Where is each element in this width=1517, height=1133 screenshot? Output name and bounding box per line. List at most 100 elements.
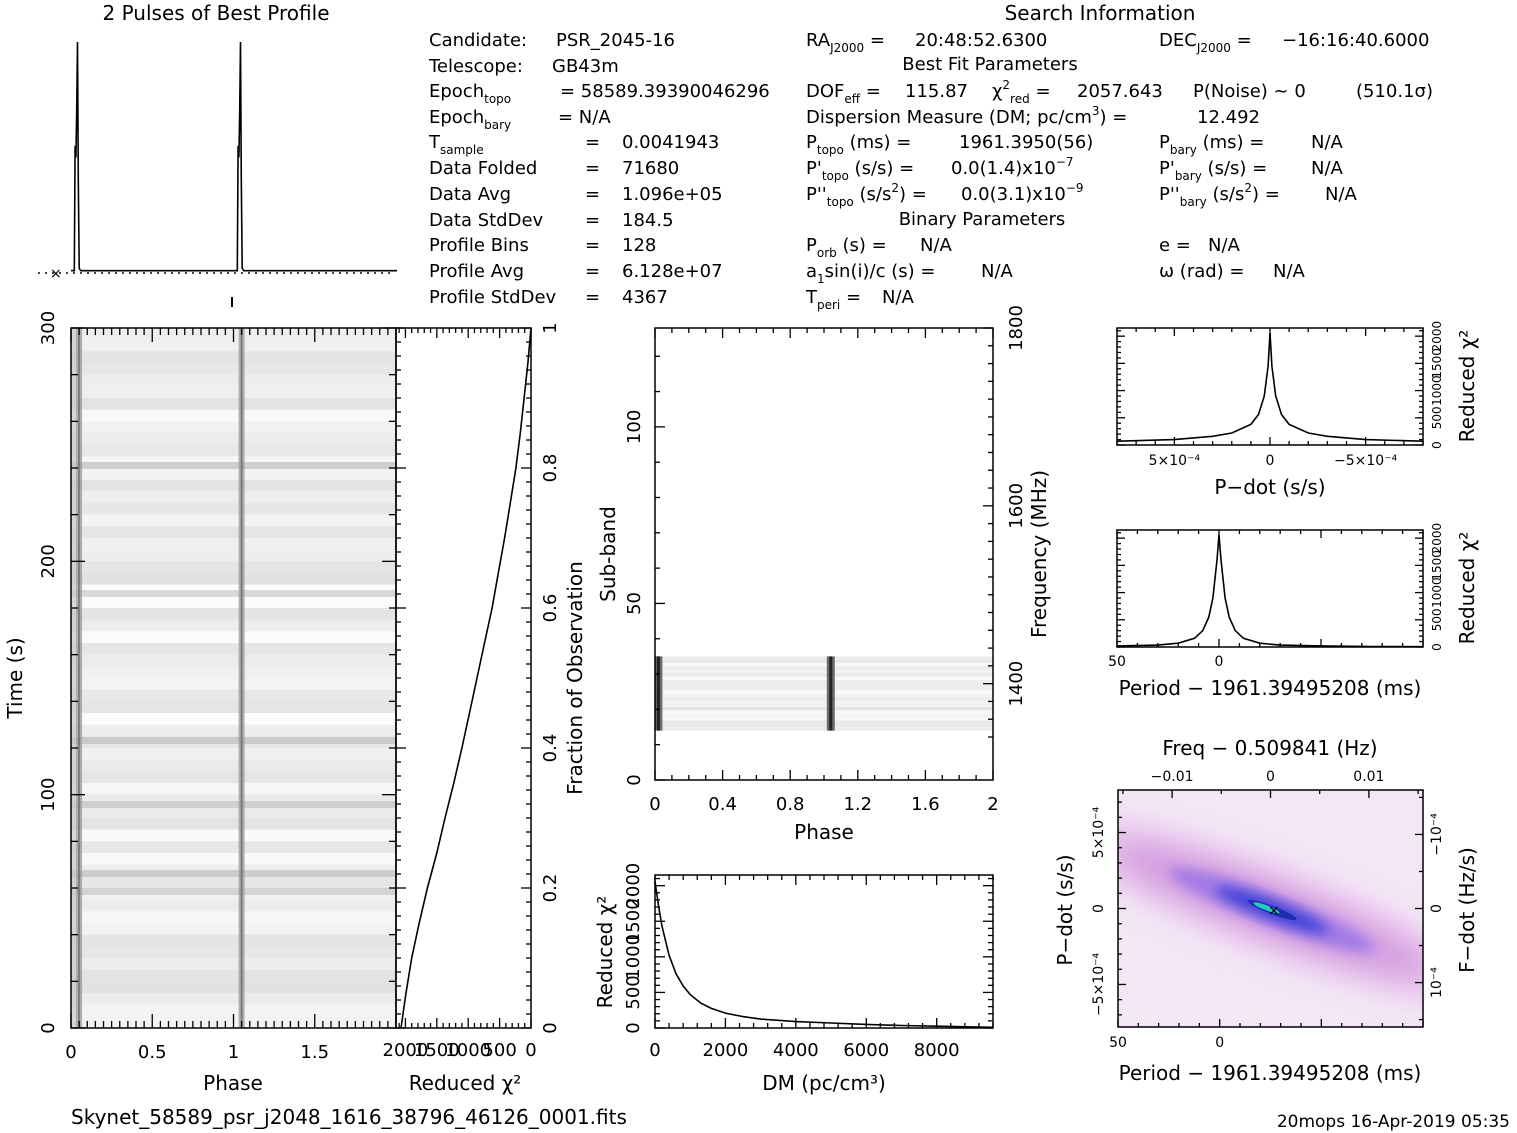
dm-line — [654, 881, 994, 1029]
time-phase-row — [71, 818, 396, 830]
profile-bins-value: 128 — [622, 235, 656, 256]
time-phase-row — [71, 526, 396, 538]
time-phase-row — [71, 841, 396, 853]
time-phase-row — [71, 923, 396, 935]
phase-tick-label: 0.5 — [138, 1042, 167, 1063]
subband-row — [655, 710, 993, 714]
pdot-chi2-tick-label: 0 — [1430, 441, 1444, 449]
epoch-topo-value: = 58589.39390046296 — [560, 81, 770, 102]
fraction-tick-label: 1 — [540, 322, 561, 333]
fraction-tick-label: 0.6 — [540, 594, 561, 623]
time-phase-row — [71, 794, 396, 807]
a1sini-value: N/A — [981, 261, 1014, 282]
subband-row — [655, 700, 993, 704]
time-phase-row — [71, 619, 396, 632]
subband-xlabel: Phase — [794, 820, 854, 844]
subband-row — [655, 683, 993, 687]
subband-row — [655, 666, 993, 670]
best-point-marker: × — [1268, 903, 1280, 919]
time-phase-row — [71, 561, 396, 573]
time-phase-row — [71, 409, 396, 422]
time-tick-label: 200 — [38, 544, 59, 578]
a1sini-label: a1sin(i)/c (s) = — [806, 261, 935, 286]
dm-chi2-tick-label: 1000 — [623, 934, 644, 980]
period-xlabel: Period − 1961.39495208 (ms) — [1119, 676, 1422, 700]
time-phase-streak — [71, 462, 396, 469]
porb-label: Porb (s) = — [806, 235, 887, 260]
phase-tick-label: 1 — [228, 1042, 239, 1063]
filename-label: Skynet_58589_psr_j2048_1616_38796_46126_… — [71, 1105, 627, 1129]
subband-row — [655, 703, 993, 707]
profile-avg-label: Profile Avg — [429, 261, 524, 282]
data-avg-value: 1.096e+05 — [622, 184, 723, 205]
fraction-tick-label: 0.8 — [540, 454, 561, 483]
period-frame — [1116, 529, 1424, 648]
subband-row — [655, 669, 993, 674]
period-chi2-tick-label: 2000 — [1430, 523, 1444, 554]
pdot-xlabel: P−dot (s/s) — [1214, 475, 1325, 499]
freq-tick-label: 1600 — [1006, 483, 1027, 529]
time-phase-panel: 0 0.5 1 1.5 0 100 200 300 Phase Time (s) — [3, 311, 397, 1095]
pdot-chi2-tick-label: 500 — [1430, 406, 1444, 429]
subband-panel: 0 0.4 0.8 1.2 1.6 2 0 50 100 1400 1600 1800 Phase S… — [596, 305, 1051, 844]
pdtopo-value: 0.0(1.4)x10−7 — [951, 155, 1074, 179]
subband-tick-label: 0 — [624, 774, 645, 785]
period-pdot-x2label: Freq − 0.509841 (Hz) — [1162, 736, 1377, 760]
pp-freq-tick-label: 0 — [1266, 769, 1275, 785]
dm-tick-label: 4000 — [773, 1040, 819, 1061]
subband-image — [654, 656, 993, 731]
subband-row — [655, 727, 993, 731]
pbary-value: N/A — [1311, 132, 1344, 153]
subband-row — [655, 720, 993, 724]
period-pdot-xlabel: Period − 1961.39495208 (ms) — [1119, 1061, 1422, 1085]
time-phase-row — [71, 503, 396, 515]
time-tick-label: 100 — [38, 777, 59, 811]
time-phase-xlabel: Phase — [203, 1071, 263, 1095]
time-phase-row — [71, 351, 396, 363]
time-phase-row — [71, 1004, 396, 1017]
pp-pdot-tick-label: 0 — [1091, 904, 1107, 913]
subband-phase-tick-label: 2 — [987, 794, 998, 815]
time-phase-row — [71, 993, 396, 1005]
time-phase-row — [71, 899, 396, 912]
eq: = — [585, 287, 600, 308]
subband-row — [655, 707, 993, 711]
pdot-chi2-tick-label: 1000 — [1430, 375, 1444, 406]
time-phase-row — [71, 771, 396, 783]
period-tick-label: 50 — [1108, 654, 1126, 670]
subband-tick-label: 100 — [624, 410, 645, 444]
time-phase-row — [71, 701, 396, 713]
profile-title: 2 Pulses of Best Profile — [103, 1, 330, 25]
time-phase-row — [71, 374, 396, 387]
time-phase-edge — [71, 328, 77, 1028]
binary-title: Binary Parameters — [899, 209, 1066, 230]
dm-xlabel: DM (pc/cm³) — [762, 1071, 886, 1095]
sigma-value: (510.1σ) — [1356, 81, 1433, 102]
time-phase-row — [71, 759, 396, 772]
chi2-label: χ2red = — [992, 78, 1051, 106]
dm-label: Dispersion Measure (DM; pc/cm3) = — [806, 104, 1127, 128]
period-pdot-y2label: F−dot (Hz/s) — [1455, 847, 1479, 973]
time-phase-row — [71, 876, 396, 888]
subband-pulse-core — [829, 656, 833, 731]
period-tick-label: 0 — [1215, 654, 1224, 670]
time-phase-row — [71, 969, 396, 982]
subband-ylabel: Sub-band — [596, 506, 620, 602]
period-chi2-tick-label: 500 — [1430, 608, 1444, 631]
chi2-tick-label: 2000 — [383, 1040, 429, 1061]
time-phase-row — [71, 713, 396, 725]
time-phase-row — [71, 363, 396, 375]
epoch-bary-value: = N/A — [558, 107, 611, 128]
pp-freq-tick-label: −0.01 — [1151, 769, 1194, 785]
time-phase-streak — [71, 737, 396, 744]
time-chi2-ylabel: Fraction of Observation — [563, 561, 587, 795]
pdot-tick-label: −5×10⁻⁴ — [1334, 453, 1398, 469]
pp-pdot-tick-label: −5×10⁻⁴ — [1091, 952, 1107, 1016]
pp-freq-tick-label: 0.01 — [1353, 769, 1384, 785]
ptopo-label: Ptopo (ms) = — [806, 132, 911, 157]
time-chi2-xlabel: Reduced χ² — [409, 1071, 522, 1095]
